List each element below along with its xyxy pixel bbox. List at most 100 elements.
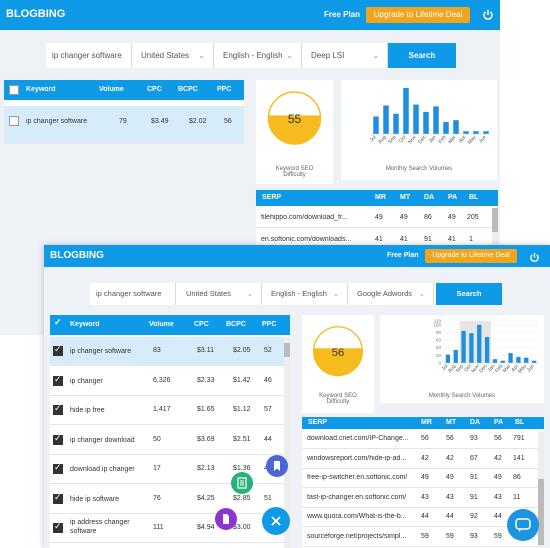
ppc-cell: 52 bbox=[264, 347, 272, 354]
col-ppc[interactable]: PPC bbox=[262, 321, 277, 328]
scroll-thumb[interactable] bbox=[538, 479, 544, 545]
language-select[interactable]: English - English ⌄ bbox=[214, 43, 302, 68]
col-keyword[interactable]: Keyword bbox=[70, 321, 100, 328]
list-button[interactable] bbox=[231, 472, 253, 494]
serp-mr: 59 bbox=[421, 532, 429, 540]
search-button[interactable]: Search bbox=[388, 43, 456, 68]
col-bcpc[interactable]: BCPC bbox=[226, 321, 246, 328]
keyword-scrollbar[interactable] bbox=[284, 337, 290, 548]
row-checkbox[interactable] bbox=[53, 344, 63, 356]
language-select[interactable]: English - English ⌄ bbox=[262, 283, 348, 305]
serp-row[interactable]: filehippo.com/download_fr... 49 49 86 49… bbox=[256, 208, 498, 228]
serp-mt: 42 bbox=[446, 454, 454, 462]
x-tick-label: Dec bbox=[478, 363, 489, 374]
row-checkbox[interactable] bbox=[53, 374, 63, 386]
table-row[interactable]: ip address changer software 111 $4.94 $3.00… bbox=[50, 514, 290, 543]
bar-oct bbox=[469, 333, 474, 363]
search-button[interactable]: Search bbox=[436, 283, 502, 305]
row-checkbox[interactable] bbox=[53, 462, 63, 474]
serp-da: 92 bbox=[470, 513, 478, 520]
col-mr: MR bbox=[375, 194, 386, 201]
country-value: United States bbox=[186, 289, 232, 298]
bar-nov bbox=[413, 104, 419, 134]
table-row[interactable]: ip changer 6,326 $2.33 $1.42 46 bbox=[50, 367, 290, 396]
power-icon[interactable] bbox=[482, 8, 494, 26]
row-checkbox[interactable] bbox=[53, 492, 63, 504]
serp-da: 91 bbox=[424, 236, 432, 243]
bookmark-button[interactable] bbox=[266, 455, 288, 477]
col-ppc[interactable]: PPC bbox=[217, 86, 232, 93]
table-row[interactable]: ip changer software 83 $3.11 $2.05 52 bbox=[50, 337, 290, 366]
x-tick-label: Mar bbox=[502, 363, 512, 374]
serp-row[interactable]: download.cnet.com/IP-Change... 56 56 93 56 79… bbox=[302, 430, 544, 449]
bar-mar bbox=[508, 353, 513, 363]
serp-url[interactable]: sourceforge.net/projects/simpl... bbox=[307, 532, 407, 540]
serp-url[interactable]: windowsreport.com/hide-ip-ad... bbox=[307, 454, 407, 462]
chat-button[interactable] bbox=[507, 509, 539, 541]
document-button[interactable] bbox=[215, 508, 237, 530]
power-icon[interactable] bbox=[529, 250, 540, 268]
serp-mt: 49 bbox=[446, 474, 454, 481]
table-row[interactable]: hide ip software 76 $4.25 $2.85 51 bbox=[50, 485, 290, 514]
col-keyword[interactable]: Keyword bbox=[26, 86, 56, 93]
serp-url[interactable]: filehippo.com/download_fr... bbox=[261, 214, 348, 221]
upgrade-button[interactable]: Upgrade to Lifetime Deal bbox=[425, 249, 517, 263]
volume-cell: 50 bbox=[153, 435, 161, 443]
table-row[interactable]: ip changer download 50 $3.69 $2.51 44 bbox=[50, 426, 290, 455]
serp-url[interactable]: download.cnet.com/IP-Change... bbox=[307, 435, 409, 442]
serp-row[interactable]: fast-ip-changer.en.softonic.com/43 43 91 43… bbox=[302, 489, 544, 508]
x-tick-label: Apr bbox=[510, 363, 520, 373]
col-volume[interactable]: Volume bbox=[149, 321, 174, 328]
chevron-down-icon: ⌄ bbox=[332, 289, 339, 298]
col-volume[interactable]: Volume bbox=[99, 86, 124, 93]
table-row[interactable]: ip changer software 79 $3.49 $2.02 56 bbox=[4, 106, 244, 144]
country-select[interactable]: United States ⌄ bbox=[176, 283, 262, 305]
select-all-checkbox[interactable] bbox=[53, 317, 63, 329]
mode-select[interactable]: Deep LSI ⌄ bbox=[302, 43, 388, 68]
search-input[interactable]: ip changer software bbox=[46, 43, 132, 68]
row-checkbox[interactable] bbox=[9, 116, 19, 126]
serp-url[interactable]: free-ip-switcher.en.softonic.com/ bbox=[307, 474, 408, 481]
search-input[interactable]: ip changer software bbox=[90, 283, 176, 305]
table-row[interactable]: hide ip free 1,417 $1.65 $1.12 57 bbox=[50, 396, 290, 425]
serp-table: SERP MR MT DA PA BL download.cnet.com/IP… bbox=[302, 417, 544, 548]
x-tick-label: May bbox=[517, 363, 528, 374]
serp-header: SERP MR MT DA PA BL bbox=[302, 417, 544, 429]
row-checkbox[interactable] bbox=[53, 433, 63, 445]
row-checkbox[interactable] bbox=[53, 403, 63, 415]
scroll-thumb[interactable] bbox=[284, 343, 290, 357]
mode-select[interactable]: Google Adwords ⌄ bbox=[348, 283, 434, 305]
monthly-volume-chart: Jul Aug Sep Oct Nov Dec Jan Feb Mar Apr May Jun bbox=[369, 88, 491, 146]
select-all-checkbox[interactable] bbox=[9, 85, 19, 95]
seo-difficulty-card: 56 Keyword SEO Difficulty bbox=[302, 315, 374, 413]
volume-cell: 17 bbox=[153, 465, 161, 472]
row-checkbox[interactable] bbox=[53, 521, 63, 533]
serp-row[interactable]: free-ip-switcher.en.softonic.com/49 49 91 4… bbox=[302, 469, 544, 488]
chart-caption: Monthly Search Volumes bbox=[385, 166, 453, 172]
col-cpc[interactable]: CPC bbox=[194, 321, 209, 328]
col-cpc[interactable]: CPC bbox=[147, 86, 162, 93]
search-bar: ip changer software United States ⌄ Engli… bbox=[46, 43, 456, 68]
keyword-cell: download ip changer bbox=[70, 466, 135, 473]
serp-url[interactable]: www.quora.com/What-is-the-b... bbox=[307, 513, 407, 520]
bcpc-cell: $2.05 bbox=[233, 347, 251, 354]
col-bcpc[interactable]: BCPC bbox=[178, 86, 198, 93]
serp-scrollbar[interactable] bbox=[538, 431, 544, 548]
scroll-thumb[interactable] bbox=[492, 208, 498, 232]
seo-value: 56 bbox=[332, 347, 344, 359]
country-select[interactable]: United States ⌄ bbox=[132, 43, 214, 68]
upgrade-button[interactable]: Upgrade to Lifetime Deal bbox=[366, 7, 470, 23]
bcpc-cell: $2.85 bbox=[233, 494, 251, 502]
list-icon bbox=[237, 477, 247, 489]
serp-scrollbar[interactable] bbox=[492, 208, 498, 250]
serp-row[interactable]: windowsreport.com/hide-ip-ad... 42 42 67 42 1… bbox=[302, 450, 544, 469]
bar-aug bbox=[453, 350, 458, 363]
x-tick-label: Aug bbox=[377, 134, 387, 145]
y-tick-label: 20 bbox=[436, 353, 442, 358]
serp-url[interactable]: fast-ip-changer.en.softonic.com/ bbox=[307, 493, 407, 501]
close-fab-button[interactable] bbox=[262, 507, 290, 535]
serp-url[interactable]: en.softonic.com/downloads... bbox=[261, 236, 352, 243]
bar-sep bbox=[461, 330, 466, 363]
bar-sep bbox=[393, 113, 399, 134]
